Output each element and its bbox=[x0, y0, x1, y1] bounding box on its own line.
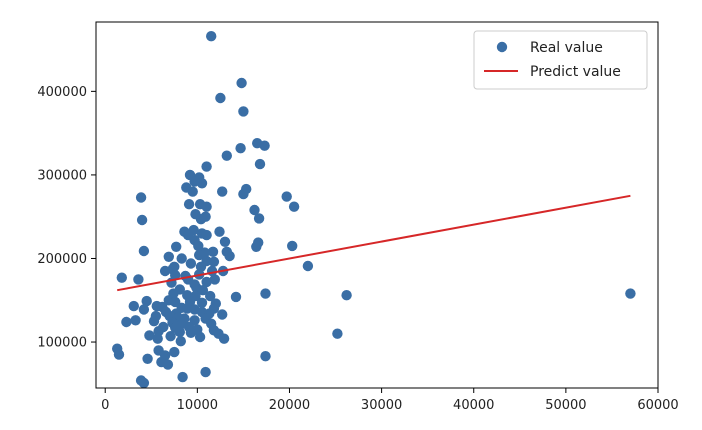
y-tick-label-2: 300000 bbox=[37, 168, 87, 183]
data-point-108 bbox=[130, 315, 141, 326]
legend-box bbox=[473, 30, 648, 90]
y-axis: 100000 200000 300000 400000 bbox=[37, 85, 96, 351]
data-point-67 bbox=[209, 274, 220, 285]
data-point-6 bbox=[235, 143, 246, 154]
data-point-48 bbox=[194, 249, 205, 261]
data-point-65 bbox=[116, 272, 128, 283]
data-point-30 bbox=[136, 214, 148, 226]
data-point-121 bbox=[185, 327, 197, 338]
data-point-109 bbox=[148, 316, 160, 327]
data-point-140 bbox=[177, 371, 188, 383]
data-point-38 bbox=[219, 236, 231, 247]
data-point-16 bbox=[217, 186, 228, 197]
data-point-28 bbox=[195, 214, 207, 225]
data-point-25 bbox=[249, 204, 260, 216]
data-point-0 bbox=[206, 31, 217, 42]
data-point-136 bbox=[260, 351, 271, 362]
data-point-1 bbox=[236, 77, 247, 89]
data-point-77 bbox=[625, 288, 636, 299]
data-point-20 bbox=[135, 192, 147, 203]
predict-value-line-group bbox=[117, 194, 631, 292]
data-point-129 bbox=[175, 336, 186, 347]
data-point-15 bbox=[187, 186, 198, 197]
data-point-81 bbox=[205, 290, 216, 302]
data-point-126 bbox=[218, 333, 230, 344]
y-tick-label-3: 400000 bbox=[37, 85, 87, 100]
legend-marker-real-value bbox=[496, 41, 508, 53]
data-point-40 bbox=[171, 241, 182, 252]
data-point-131 bbox=[113, 349, 125, 360]
data-point-35 bbox=[201, 229, 212, 241]
data-point-42 bbox=[287, 240, 298, 252]
x-tick-label-4: 40000 bbox=[453, 398, 494, 413]
data-point-75 bbox=[260, 288, 271, 299]
data-point-127 bbox=[152, 333, 163, 344]
x-tick-label-5: 50000 bbox=[545, 398, 586, 413]
data-point-96 bbox=[138, 304, 150, 315]
data-point-46 bbox=[207, 246, 219, 257]
x-tick-label-1: 10000 bbox=[177, 398, 218, 413]
data-point-74 bbox=[197, 285, 209, 296]
data-point-82 bbox=[230, 291, 242, 303]
data-point-69 bbox=[201, 276, 212, 288]
legend-label-predict-value: Predict value bbox=[530, 64, 621, 80]
x-tick-label-0: 0 bbox=[101, 398, 109, 413]
real-value-points bbox=[112, 31, 636, 389]
data-point-87 bbox=[196, 297, 208, 308]
legend: Real value Predict value bbox=[473, 30, 648, 90]
data-point-49 bbox=[163, 251, 174, 262]
plot-frame bbox=[95, 21, 659, 389]
data-point-18 bbox=[238, 188, 249, 200]
data-point-54 bbox=[185, 258, 197, 269]
data-point-101 bbox=[217, 309, 228, 320]
data-point-13 bbox=[196, 178, 208, 189]
y-tick-label-0: 100000 bbox=[37, 336, 87, 351]
data-point-5 bbox=[259, 140, 270, 151]
data-point-7 bbox=[221, 150, 232, 161]
data-point-123 bbox=[144, 330, 155, 341]
data-point-43 bbox=[251, 241, 262, 252]
data-point-124 bbox=[165, 331, 176, 342]
x-axis: 0 10000 20000 30000 40000 50000 60000 bbox=[101, 388, 679, 413]
data-point-83 bbox=[141, 295, 152, 307]
data-point-125 bbox=[194, 331, 206, 343]
data-point-21 bbox=[183, 199, 195, 210]
data-point-113 bbox=[121, 316, 132, 328]
x-tick-label-6: 60000 bbox=[637, 398, 678, 413]
data-point-2 bbox=[215, 92, 226, 104]
predict-value-line bbox=[117, 194, 631, 292]
data-point-24 bbox=[288, 201, 300, 212]
data-point-138 bbox=[162, 359, 174, 370]
data-point-44 bbox=[138, 245, 150, 257]
data-point-50 bbox=[224, 250, 235, 262]
data-point-89 bbox=[128, 300, 139, 312]
data-point-51 bbox=[176, 253, 187, 264]
data-point-23 bbox=[201, 201, 212, 212]
x-tick-label-3: 30000 bbox=[361, 398, 402, 413]
data-point-39 bbox=[193, 240, 204, 252]
data-point-9 bbox=[201, 161, 212, 172]
data-point-135 bbox=[169, 346, 180, 358]
y-tick-label-1: 200000 bbox=[37, 252, 87, 267]
data-point-8 bbox=[254, 158, 266, 170]
data-point-76 bbox=[341, 290, 352, 301]
data-point-120 bbox=[174, 326, 185, 338]
data-point-29 bbox=[253, 213, 265, 224]
data-point-55 bbox=[302, 260, 314, 272]
data-point-3 bbox=[238, 106, 249, 117]
data-point-31 bbox=[214, 226, 225, 237]
legend-label-real-value: Real value bbox=[530, 40, 603, 56]
data-point-19 bbox=[281, 191, 292, 202]
data-point-142 bbox=[138, 377, 150, 389]
data-point-53 bbox=[208, 256, 220, 267]
data-point-128 bbox=[332, 328, 343, 339]
data-point-61 bbox=[159, 265, 171, 277]
x-tick-label-2: 20000 bbox=[269, 398, 310, 413]
data-point-139 bbox=[200, 366, 211, 378]
data-point-66 bbox=[133, 274, 144, 285]
data-point-134 bbox=[142, 353, 153, 364]
